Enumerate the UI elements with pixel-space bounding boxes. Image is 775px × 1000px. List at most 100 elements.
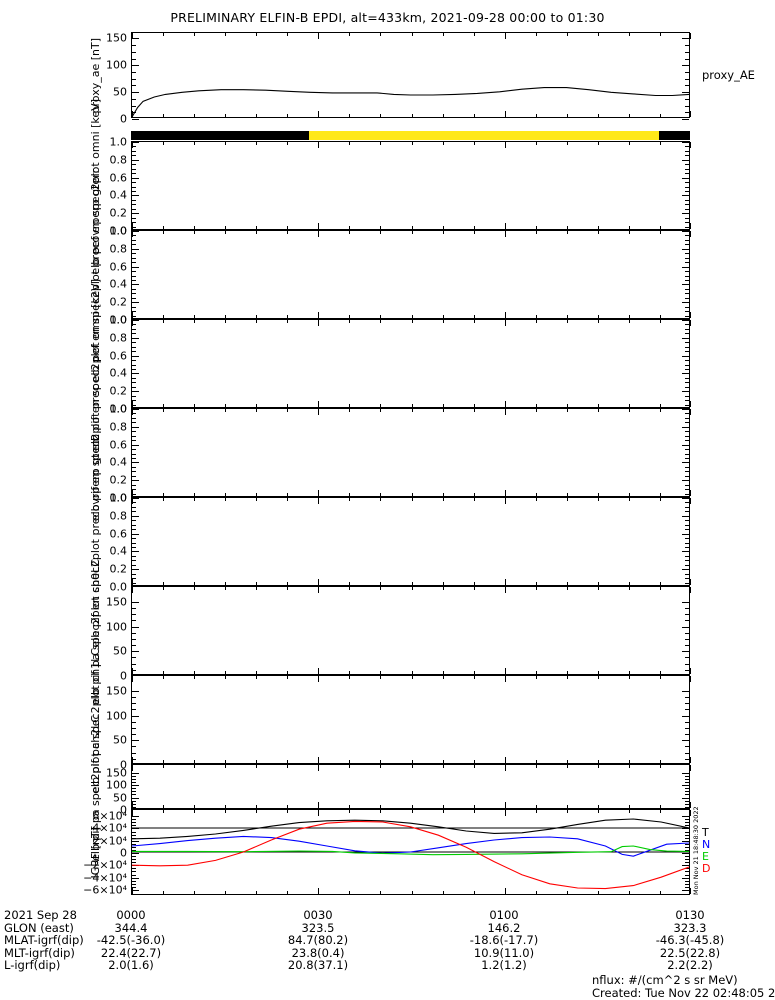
ytick-minor (132, 560, 136, 562)
ytick-minor (132, 578, 136, 580)
ytick-minor (132, 360, 136, 362)
xtick-minor (380, 226, 382, 229)
ytick-mark (682, 601, 689, 603)
xtick-minor (287, 409, 289, 412)
xtick-minor (535, 320, 537, 323)
xtick-minor (287, 493, 289, 496)
ytick-label: −2×10⁴ (83, 858, 127, 872)
xtick-minor (256, 493, 258, 496)
ytick-mark (682, 195, 689, 197)
xtick-mark (690, 668, 691, 674)
xtick-mark (690, 409, 691, 415)
xtick-minor (628, 404, 630, 407)
xtick-mark (318, 757, 320, 763)
ytick-minor (132, 803, 136, 805)
ytick-minor (132, 51, 136, 53)
xtick-minor (349, 114, 351, 117)
ytick-minor (132, 417, 136, 419)
xtick-mark (132, 668, 133, 674)
ytick-minor (132, 794, 136, 796)
xtick-minor (442, 315, 444, 318)
ytick-minor (685, 173, 689, 175)
xtick-minor (442, 805, 444, 808)
yaxis-title-text: IGRF [nT] (89, 827, 103, 879)
xtick-mark (132, 231, 133, 237)
ytick-minor (132, 752, 136, 754)
xtick-minor (659, 493, 661, 496)
xtick-minor (287, 231, 289, 234)
xtick-minor (225, 114, 227, 117)
footer-notes: nflux: #/(cm^2 s sr MeV) Created: Tue No… (592, 974, 775, 999)
xtick-minor (380, 231, 382, 234)
xtick-minor (473, 805, 475, 808)
ytick-minor (132, 489, 136, 491)
ytick-mark (682, 337, 689, 339)
xtick-minor (380, 891, 382, 894)
ytick-minor (685, 502, 689, 504)
ytick-minor (132, 395, 136, 397)
ytick-label: 0 (120, 112, 127, 126)
xtick-minor (225, 320, 227, 323)
ytick-minor (132, 788, 136, 790)
xtick-minor (597, 891, 599, 894)
ytick-mark (682, 828, 689, 830)
ytick-minor (132, 328, 136, 330)
table-row: 2021 Sep 28 0000 0030 0100 0130 (4, 908, 771, 922)
ytick-mark (682, 498, 689, 499)
ytick-label: 1.0 (109, 135, 128, 149)
ytick-minor (685, 542, 689, 544)
cell-value: 323.3 (673, 920, 707, 935)
ytick-minor (685, 484, 689, 486)
ytick-minor (132, 155, 136, 157)
xtick-minor (628, 671, 630, 674)
xtick-minor (256, 760, 258, 763)
xtick-minor (473, 315, 475, 318)
ytick-label: −6×10⁴ (83, 883, 127, 897)
ytick-mark (132, 391, 139, 393)
ytick-mark (132, 248, 139, 250)
xtick-minor (225, 33, 227, 36)
xtick-minor (380, 315, 382, 318)
xtick-mark (132, 223, 133, 229)
xtick-minor (628, 315, 630, 318)
ytick-minor (132, 311, 136, 313)
ytick-minor (132, 164, 136, 166)
xtick-mark (690, 757, 691, 763)
ytick-mark (132, 213, 139, 215)
xtick-minor (442, 142, 444, 145)
ytick-mark (132, 690, 139, 692)
ytick-minor (132, 484, 136, 486)
panel-elb-pif-en-spec2plot-omni: 1.0 0.8 0.6 0.4 0.2 0.0 elb pif en spec2plot o… (89, 279, 691, 450)
series-label-proxy-ae: proxy_AE (702, 68, 755, 82)
ytick-minor (685, 471, 689, 473)
ytick-minor (685, 226, 689, 228)
ytick-minor (685, 524, 689, 526)
ytick-mark (132, 569, 139, 571)
ytick-minor (132, 190, 136, 192)
ytick-label: 0.2 (109, 295, 128, 309)
ytick-mark (132, 498, 139, 499)
ytick-mark (132, 853, 139, 854)
panel-proxy-ae: 150 100 50 0 proxy_ae [nT] (89, 32, 691, 125)
ytick-minor (685, 721, 689, 723)
ytick-mark (682, 740, 689, 742)
xtick-minor (194, 231, 196, 234)
xtick-minor (535, 404, 537, 407)
row-label: MLAT-igrf(dip) (4, 933, 84, 948)
ytick-minor (685, 417, 689, 419)
xtick-minor (256, 498, 258, 501)
ytick-label: 4×10⁴ (92, 821, 127, 835)
xtick-mark (504, 223, 506, 229)
xtick-minor (256, 409, 258, 412)
xtick-minor (411, 404, 413, 407)
ytick-minor (132, 271, 136, 273)
xtick-minor (163, 114, 165, 117)
cell-value: 23.8(0.4) (291, 945, 345, 960)
ytick-mark (682, 772, 689, 774)
ytick-mark (682, 38, 689, 40)
xtick-minor (349, 315, 351, 318)
xtick-minor (442, 320, 444, 323)
xtick-mark (504, 498, 506, 504)
ytick-mark (682, 142, 689, 143)
xtick-minor (287, 114, 289, 117)
